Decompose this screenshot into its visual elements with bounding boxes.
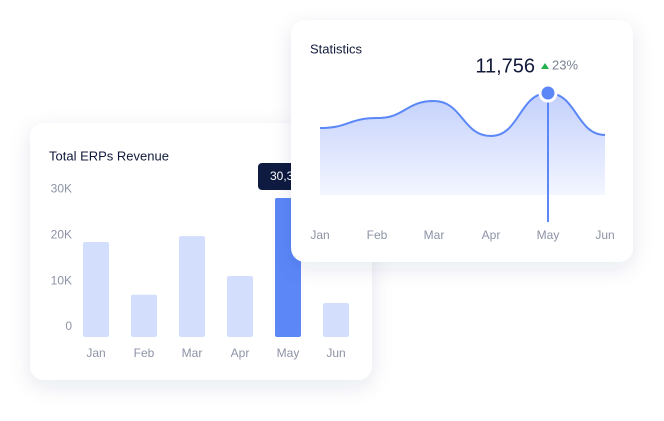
x-tick-label: Feb [134,346,155,360]
x-tick-label: Mar [424,228,445,242]
card-title: Statistics [310,41,363,56]
highlight-point [538,83,558,103]
area [320,93,605,195]
highlight-value: 11,756 [475,55,535,77]
x-tick-label: Jan [86,346,105,360]
bar [83,242,109,337]
x-tick-label: May [277,346,300,360]
y-tick-label: 20K [51,227,72,241]
bar [227,275,253,337]
up-arrow [541,63,549,69]
x-tick-label: Jun [326,346,345,360]
statistics-card: Statistics 23% Jan Feb Mar Apr May Jun 11,756 [291,20,633,262]
bar [179,236,205,337]
x-tick-label: Feb [367,228,388,242]
change-label: 23% [552,57,578,72]
x-tick-label: Apr [482,228,501,242]
bar [131,294,157,337]
bar [323,303,349,337]
x-tick-label: May [537,228,560,242]
x-tick-label: Jan [310,228,329,242]
y-tick-label: 30K [51,182,72,196]
card-title: Total ERPs Revenue [49,148,169,163]
x-tick-label: Jun [595,228,614,242]
y-tick-label: 0 [65,319,72,333]
y-tick-label: 10K [51,273,72,287]
x-tick-label: Apr [231,346,250,360]
x-tick-label: Mar [182,346,203,360]
line [319,91,606,138]
